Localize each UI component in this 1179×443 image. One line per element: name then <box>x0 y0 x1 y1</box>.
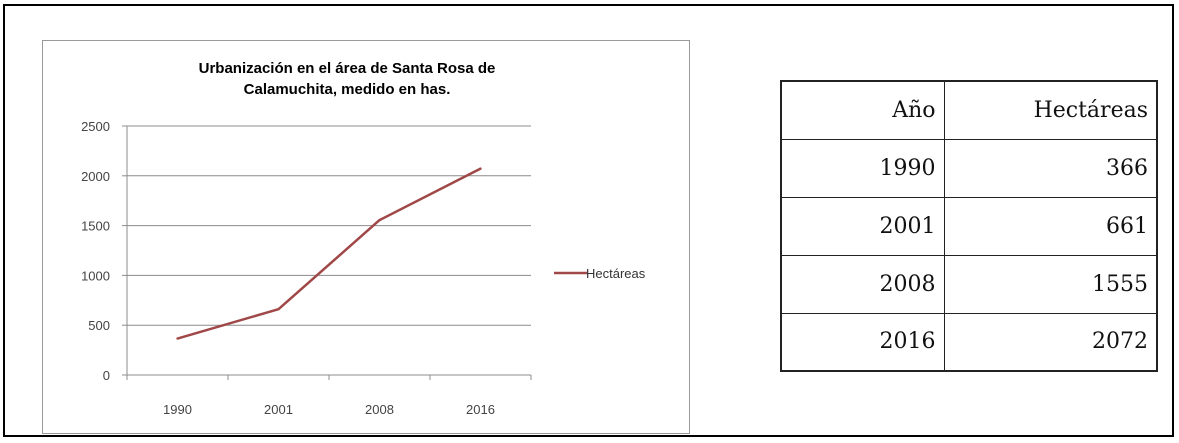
cell-hectares: 661 <box>943 196 1158 256</box>
y-tick-label: 1500 <box>81 219 110 234</box>
x-tick-label: 2016 <box>466 402 495 417</box>
table-row: 2001 661 <box>780 196 1158 256</box>
x-tick-label: 2001 <box>264 402 293 417</box>
header-hectareas: Hectáreas <box>943 80 1158 140</box>
cell-hectares: 1555 <box>943 254 1158 314</box>
legend-label: Hectáreas <box>586 266 646 281</box>
legend: Hectáreas <box>554 266 646 281</box>
series-line-1 <box>177 167 482 340</box>
header-ano: Año <box>780 80 945 140</box>
cell-year: 1990 <box>780 138 945 198</box>
cell-year: 2016 <box>780 312 945 372</box>
table-row: 2008 1555 <box>780 254 1158 314</box>
y-tick-label: 2000 <box>81 169 110 184</box>
table-row: 2016 2072 <box>780 312 1158 372</box>
data-point <box>378 218 381 222</box>
cell-hectares: 366 <box>943 138 1158 198</box>
chart-title-line-1: Urbanización en el área de Santa Rosa de <box>199 60 496 77</box>
data-table: Año Hectáreas 1990 366 2001 661 2008 1555 2016 20… <box>780 80 1158 372</box>
y-tick-label: 0 <box>103 368 110 383</box>
chart-title-line-2: Calamuchita, medido en has. <box>244 81 451 98</box>
figure-frame: Urbanización en el área de Santa Rosa de… <box>3 4 1174 437</box>
x-tick-label: 2008 <box>365 402 394 417</box>
line-chart-panel: Urbanización en el área de Santa Rosa de… <box>42 40 690 434</box>
table-header-row: Año Hectáreas <box>780 80 1158 140</box>
cell-hectares: 2072 <box>943 312 1158 372</box>
data-point <box>479 167 482 170</box>
gridlines <box>127 125 531 326</box>
data-point <box>277 307 280 311</box>
cell-year: 2001 <box>780 196 945 256</box>
y-tick-label: 2500 <box>81 119 110 134</box>
x-tick-label: 1990 <box>163 402 192 417</box>
series-layer <box>176 167 482 340</box>
y-tick-label: 1000 <box>81 268 110 283</box>
data-point <box>176 337 179 340</box>
table-row: 1990 366 <box>780 138 1158 198</box>
line-chart: Urbanización en el área de Santa Rosa de… <box>81 60 646 417</box>
axes: 0 500 1000 1500 2000 2500 1990 2001 2008 2016 <box>81 119 532 417</box>
cell-year: 2008 <box>780 254 945 314</box>
y-tick-label: 500 <box>88 318 110 333</box>
